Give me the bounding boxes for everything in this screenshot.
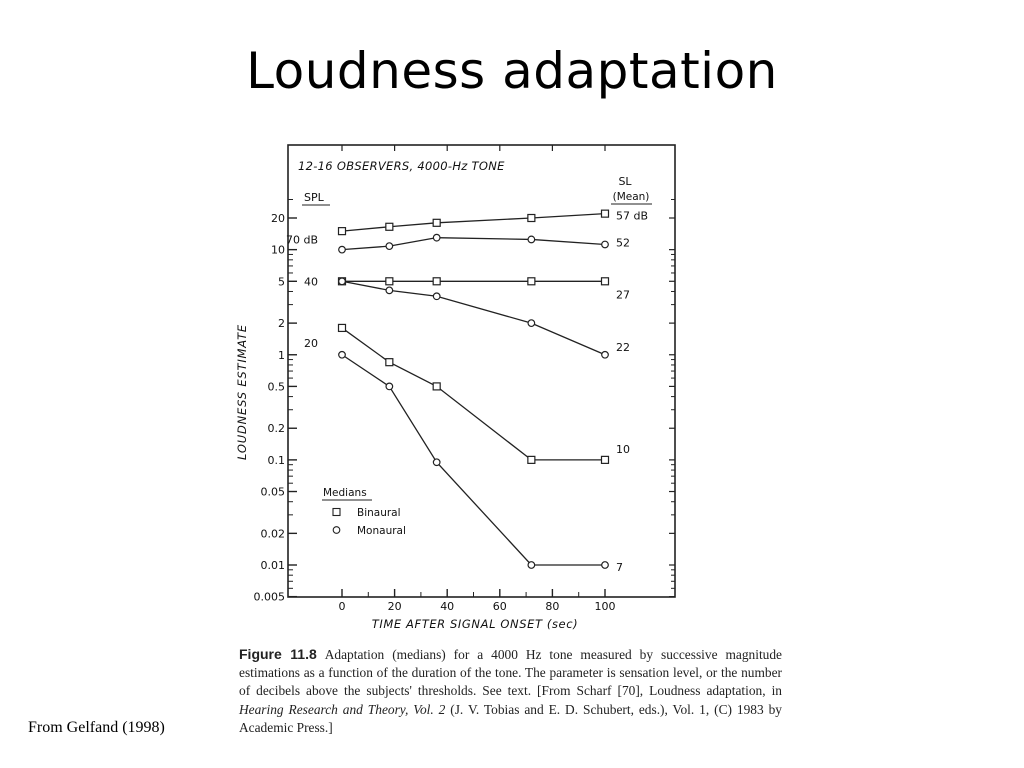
data-point-circle (527, 319, 536, 328)
legend-label: Binaural (357, 507, 401, 519)
data-point-square (385, 222, 394, 231)
spl-label: 20 (304, 337, 318, 350)
data-point-circle (338, 245, 346, 254)
data-point-circle (527, 561, 536, 569)
legend-label: Monaural (357, 525, 406, 537)
y-axis-label: LOUDNESS ESTIMATE (235, 324, 249, 460)
sl-label: 22 (616, 341, 630, 354)
y-tick-label: 0.005 (254, 591, 286, 604)
x-axis-label: TIME AFTER SIGNAL ONSET (sec) (372, 617, 578, 631)
data-point-circle (385, 286, 394, 295)
y-tick-label: 20 (271, 212, 285, 225)
data-point-square (527, 213, 536, 223)
x-tick-label: 80 (545, 600, 559, 613)
data-point-square (385, 358, 394, 367)
data-point-square (527, 455, 536, 464)
slide-title: Loudness adaptation (246, 42, 778, 100)
series-line (341, 237, 606, 251)
data-point-square (337, 323, 347, 333)
figure-label: Figure 11.8 (239, 646, 317, 662)
y-tick-label: 0.05 (261, 486, 286, 499)
spl-label: 70 dB (286, 233, 318, 246)
data-point-square (600, 209, 610, 218)
x-tick-label: 100 (595, 600, 616, 613)
data-point-square (337, 227, 347, 236)
y-tick-label: 2 (278, 317, 285, 330)
x-tick-label: 40 (440, 600, 454, 613)
data-point-circle (601, 350, 609, 359)
data-point-circle (527, 235, 536, 244)
chart-text: TIME AFTER SIGNAL ONSET (sec) LOUDNESS ES… (235, 159, 652, 631)
y-tick-label: 0.02 (261, 527, 286, 540)
sl-header-mean: (Mean) (613, 191, 650, 203)
legend-marker-square (332, 507, 341, 517)
sl-label: 52 (616, 236, 630, 249)
data-point-square (432, 218, 441, 227)
series-line (341, 212, 606, 232)
chart-series (337, 209, 610, 569)
data-point-circle (432, 233, 441, 242)
caption-text-1: Adaptation (medians) for a 4000 Hz tone … (239, 647, 782, 699)
sl-label: 10 (616, 443, 630, 456)
data-point-circle (385, 242, 394, 251)
y-tick-label: 5 (278, 275, 285, 288)
figure-caption: Figure 11.8 Adaptation (medians) for a 40… (239, 645, 782, 737)
y-tick-label: 1 (278, 349, 285, 362)
caption-text-2: (J. V. Tobias and E. D. Schubert, eds.),… (239, 701, 782, 735)
sl-label: 7 (616, 561, 623, 574)
spl-label: 40 (304, 275, 318, 288)
sl-label: 57 dB (616, 210, 648, 223)
x-tick-label: 60 (493, 600, 507, 613)
data-point-circle (601, 561, 609, 569)
data-point-square (600, 277, 610, 286)
data-point-circle (338, 350, 346, 359)
chart-title: 12-16 OBSERVERS, 4000-Hz TONE (298, 159, 505, 173)
spl-header: SPL (304, 191, 325, 204)
sl-label: 27 (616, 288, 630, 301)
series-line (341, 280, 606, 356)
legend-marker-circle (332, 526, 341, 534)
data-point-square (527, 277, 536, 286)
data-point-circle (338, 277, 346, 286)
x-tick-label: 0 (339, 600, 346, 613)
series-line (341, 327, 605, 461)
data-point-circle (601, 240, 609, 249)
y-tick-label: 0.01 (261, 559, 286, 572)
data-point-square (385, 277, 394, 286)
sl-header: SL (618, 175, 632, 188)
y-tick-label: 0.1 (268, 454, 286, 467)
y-tick-label: 0.5 (268, 380, 286, 393)
y-tick-label: 10 (271, 244, 285, 257)
source-note: From Gelfand (1998) (28, 719, 165, 736)
data-point-square (432, 382, 441, 391)
data-point-circle (385, 382, 394, 391)
data-point-circle (432, 292, 441, 301)
data-point-circle (432, 458, 441, 467)
y-tick-label: 0.2 (268, 422, 286, 435)
data-point-square (432, 277, 441, 286)
caption-text-italic: Hearing Research and Theory, Vol. 2 (239, 701, 446, 717)
x-tick-label: 20 (388, 600, 402, 613)
data-point-square (600, 455, 610, 464)
legend-title: Medians (323, 487, 367, 499)
